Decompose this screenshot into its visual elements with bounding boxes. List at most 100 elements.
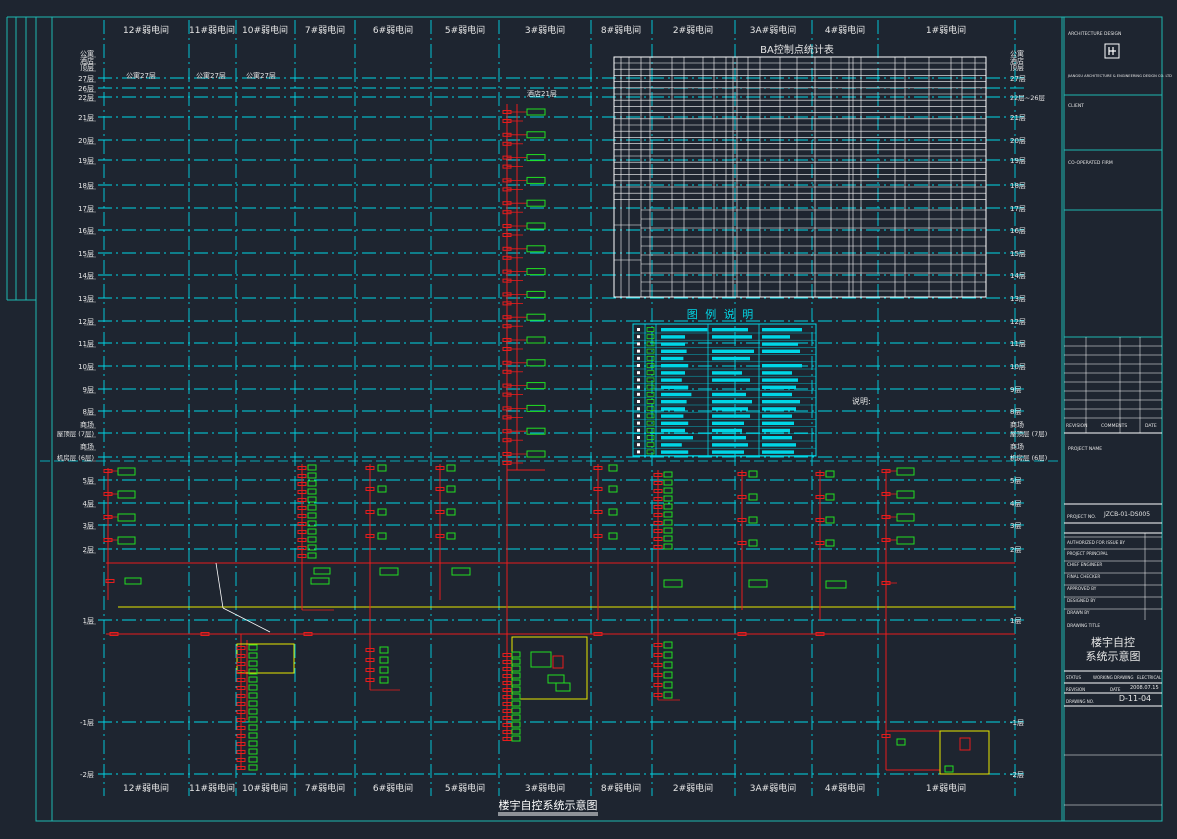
floor-label-right: 14层 [1010,272,1026,280]
floor-label-left: 1层 [83,617,94,625]
hotel-floor-ddc [526,176,546,184]
floor-label-left: 21层 [78,114,94,122]
ddc-device [307,464,317,471]
legend-title: 图 例 说 明 [687,307,756,321]
status-working: WORKING DRAWING [1093,675,1134,680]
bus-node [653,489,663,493]
bus-node [236,654,246,658]
ddc-device [248,724,258,731]
legend-text-bar [661,371,685,375]
legend-device-symbol [646,363,655,368]
hotel-floor-ddc [526,222,546,230]
legend: 图 例 说 明 [632,307,817,457]
hotel-floor-ddc [526,154,546,162]
ddc-device [307,552,317,559]
ddc-device [663,527,673,534]
ddc-device [511,693,521,700]
bus-node [593,466,603,470]
legend-text-bar [661,414,684,418]
legend-text-bar [762,450,794,454]
bus-node [502,709,512,713]
bus-node [365,466,375,470]
floor-label-right: -2层 [1010,771,1024,779]
legend-text-bar [712,400,752,404]
drawing-no-label: DRAWING NO. [1066,699,1094,704]
bus-node [653,545,663,549]
legend-text-bar [661,356,684,361]
column-label-bottom: 4#弱电间 [825,782,865,794]
legend-text-bar [661,349,687,353]
bus-node [502,737,512,741]
bus-node [502,723,512,727]
ddc-device [377,508,387,516]
ddc-device [446,464,456,472]
legend-text-bar [712,436,746,440]
floor-label-right: 公寓 [1010,49,1024,58]
column-label-top: 10#弱电间 [242,24,288,36]
floor-label-left: 9层 [83,386,94,394]
ddc-device [446,532,456,540]
legend-text-bar [712,378,750,382]
legend-device-symbol [646,399,655,404]
bus-node [502,695,512,699]
floor-label-right: 13层 [1010,295,1026,303]
bus-node [297,474,307,478]
bus-node [502,730,512,734]
floor-label-left: 19层 [78,157,94,165]
ddc-device [663,511,673,518]
ddc-device [248,732,258,739]
ddc-device [663,479,673,486]
floor-label-left: 20层 [78,137,94,145]
legend-index-mark [637,436,640,439]
bus-node [435,487,445,491]
column-label-top: 3A#弱电间 [750,24,796,36]
apt27-label-12: 公寓27层 [126,71,156,80]
bus-node [737,541,747,545]
legend-device-symbol [646,327,655,332]
ddc-device [248,684,258,691]
ddc-device [379,567,399,576]
bus-node [297,530,307,534]
ddc-device [896,490,915,499]
floor-label-left: 顶层 [80,64,94,72]
connector-line [215,562,224,609]
floor-label-right: 屋顶层 (7层) [1010,430,1047,438]
floor-label-right: 5层 [1010,477,1021,485]
legend-device-symbol [646,435,655,440]
floor-label-right: 酒店 [1010,56,1024,65]
hotel-floor-ddc [526,313,546,321]
legend-device-symbol [646,406,655,412]
floor-label-left: 2层 [83,546,94,554]
legend-device-symbol [646,420,655,426]
bus-node [502,716,512,720]
floor-label-right: 商场 [1010,442,1024,451]
column-label-top: 1#弱电间 [926,24,966,36]
notes-label: 说明: [852,396,871,406]
legend-index-mark [637,328,640,331]
bus-node [593,534,603,538]
bus-node [435,466,445,470]
ddc-device [511,665,521,672]
bus-node [593,632,603,636]
pump-symbol [552,655,564,669]
legend-text-bar [762,385,796,389]
legend-text-bar [712,421,744,425]
ddc-device [379,646,389,654]
bus-node [236,670,246,674]
ddc-device [248,716,258,723]
hotel-floor-ddc [526,108,546,116]
legend-text-bar [712,371,742,375]
legend-text-bar [762,392,792,397]
legend-text-bar [712,349,754,353]
legend-text-bar [762,335,790,339]
floor-label-right: 4层 [1010,500,1021,508]
ddc-device [896,467,915,476]
legend-index-mark [637,385,640,389]
ddc-device [310,577,330,585]
ddc-device [511,735,521,742]
bus-node [297,522,307,526]
floor-label-left: 15层 [78,250,94,258]
column-label-bottom: 7#弱电间 [305,782,345,794]
bus-node [881,734,891,738]
ddc-device [944,765,954,773]
